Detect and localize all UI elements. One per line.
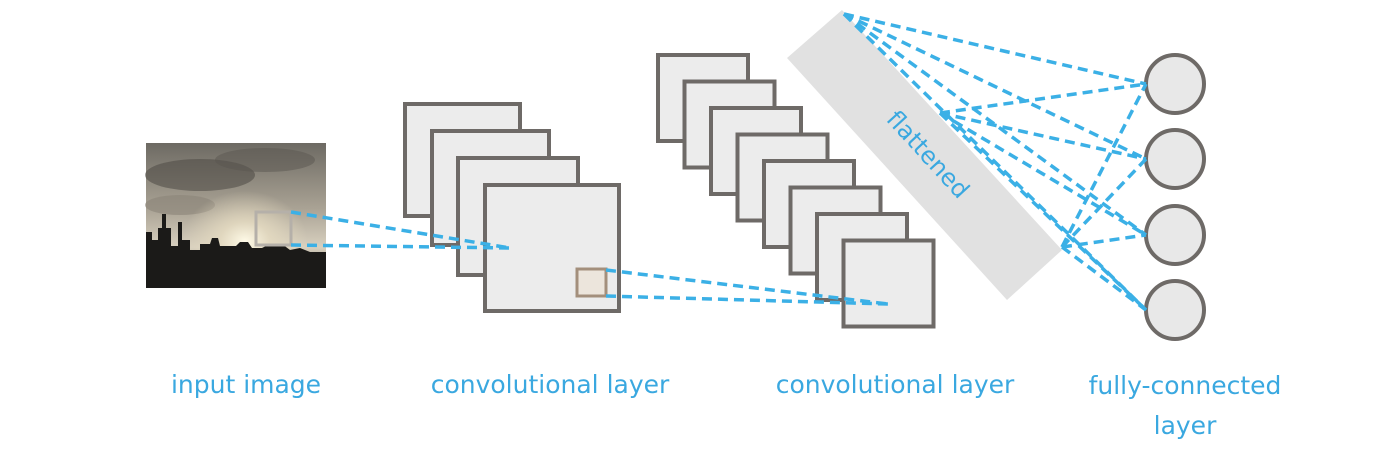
input-image <box>145 143 326 288</box>
dashed-connection <box>1060 83 1148 248</box>
conv1-receptive-field-box <box>575 267 608 298</box>
conv2-stack <box>656 53 936 329</box>
city-skyline-icon <box>146 214 326 288</box>
neuron <box>1144 53 1206 115</box>
dashed-connection <box>290 210 511 250</box>
connections <box>290 12 1148 312</box>
dashed-connection <box>939 111 1147 237</box>
dashed-connection <box>1060 245 1148 312</box>
fc-neurons <box>1144 53 1206 341</box>
conv2-label: convolutional layer <box>775 370 1015 399</box>
conv1-stack <box>403 102 621 313</box>
neuron <box>1144 204 1206 266</box>
conv1-label: convolutional layer <box>430 370 670 399</box>
neuron <box>1144 279 1206 341</box>
dashed-connection <box>939 111 1147 161</box>
dashed-connection <box>290 243 511 250</box>
feature-map <box>841 238 936 329</box>
receptive-field-box <box>254 210 293 247</box>
fully-connected-label: fully-connected layer <box>1088 371 1282 440</box>
dashed-connection <box>1061 233 1147 249</box>
input-image-label: input image <box>170 370 322 399</box>
flattened-vector-shape <box>787 10 1062 300</box>
dashed-connection <box>842 12 1148 237</box>
dashed-connection <box>843 12 1147 86</box>
dashed-connection <box>843 12 1147 161</box>
neuron <box>1144 128 1206 190</box>
dashed-connection <box>939 82 1147 115</box>
dashed-connection <box>1060 157 1148 249</box>
